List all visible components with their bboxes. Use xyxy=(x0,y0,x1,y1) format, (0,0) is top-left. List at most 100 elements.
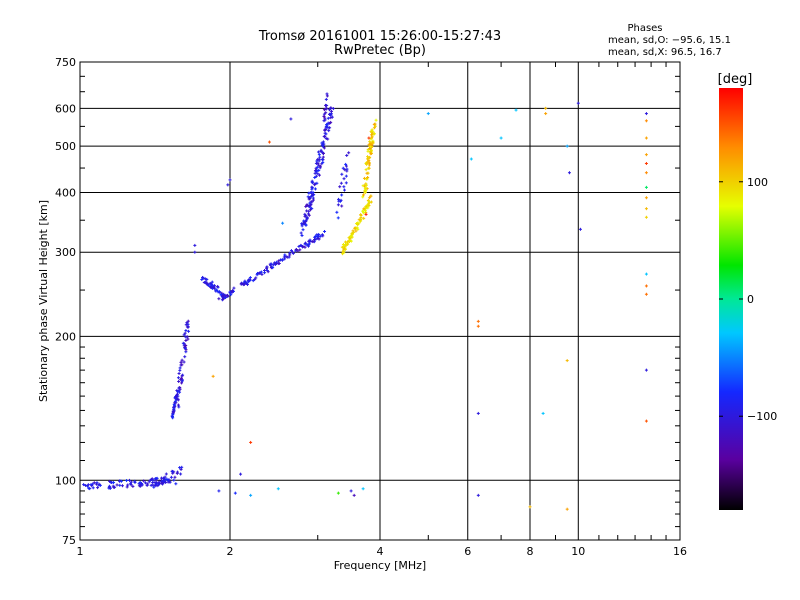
data-point xyxy=(307,191,311,195)
data-point xyxy=(108,486,112,490)
data-point xyxy=(208,282,212,286)
data-point xyxy=(193,250,197,254)
data-point xyxy=(96,486,100,490)
data-point xyxy=(171,469,175,473)
data-point xyxy=(109,480,113,484)
data-point xyxy=(361,184,365,188)
data-point xyxy=(163,475,167,479)
data-point xyxy=(349,239,353,243)
data-point xyxy=(249,440,253,444)
data-point xyxy=(304,219,308,223)
data-point xyxy=(365,162,369,166)
data-point xyxy=(305,203,309,207)
data-point xyxy=(313,187,317,191)
data-point xyxy=(179,467,183,471)
x-axis-ticks: 1 2 4 6 8 10 16 xyxy=(77,62,687,558)
data-point xyxy=(211,374,215,378)
data-point xyxy=(476,411,480,415)
data-point xyxy=(125,485,129,489)
data-point xyxy=(313,183,317,187)
data-point xyxy=(89,483,93,487)
data-point xyxy=(200,278,204,282)
data-point xyxy=(178,466,182,470)
data-point xyxy=(171,409,175,413)
colorbar-label: [deg] xyxy=(718,72,753,87)
data-point xyxy=(369,137,373,141)
data-point xyxy=(339,198,343,202)
y-axis-ticks: 75 100 200 300 400 500 600 750 xyxy=(55,56,680,547)
data-point xyxy=(342,188,346,192)
data-point xyxy=(336,491,340,495)
data-point xyxy=(299,231,303,235)
data-point xyxy=(176,376,180,380)
data-point xyxy=(328,126,332,130)
x-tick-label: 2 xyxy=(227,545,234,558)
data-point xyxy=(308,201,312,205)
data-point xyxy=(317,173,321,177)
data-point xyxy=(328,112,332,116)
data-point xyxy=(331,107,335,111)
data-point xyxy=(322,142,326,146)
data-point xyxy=(341,250,345,254)
data-point xyxy=(297,244,301,248)
data-point xyxy=(345,153,349,157)
data-point xyxy=(356,227,360,231)
data-point xyxy=(315,165,319,169)
data-point xyxy=(368,145,372,149)
data-point xyxy=(269,262,273,266)
data-point xyxy=(342,177,346,181)
data-point xyxy=(329,106,333,110)
y-tick-label: 500 xyxy=(55,140,76,153)
data-point xyxy=(476,319,480,323)
data-point xyxy=(369,194,373,198)
data-point xyxy=(318,164,322,168)
data-point xyxy=(325,123,329,127)
data-point xyxy=(340,245,344,249)
data-point xyxy=(97,483,101,487)
data-point xyxy=(210,283,214,287)
data-point xyxy=(644,136,648,140)
phases-title: Phases xyxy=(627,23,662,34)
data-point xyxy=(185,335,189,339)
data-point xyxy=(363,190,367,194)
data-point xyxy=(178,390,182,394)
data-point xyxy=(314,170,318,174)
data-point xyxy=(120,484,124,488)
data-point xyxy=(308,205,312,209)
data-point xyxy=(322,108,326,112)
data-point xyxy=(324,132,328,136)
data-point xyxy=(310,180,314,184)
data-point xyxy=(228,290,232,294)
data-point xyxy=(348,239,352,243)
data-point xyxy=(315,159,319,163)
data-point xyxy=(233,491,237,495)
data-point xyxy=(251,279,255,283)
data-point xyxy=(322,114,326,118)
data-point xyxy=(179,360,183,364)
data-point xyxy=(215,289,219,293)
y-tick-label: 750 xyxy=(55,56,76,69)
data-point xyxy=(335,210,339,214)
data-point xyxy=(216,284,220,288)
data-point xyxy=(177,372,181,376)
data-point xyxy=(291,250,295,254)
data-point xyxy=(287,255,291,259)
data-point xyxy=(578,227,582,231)
data-point xyxy=(644,215,648,219)
data-point xyxy=(180,358,184,362)
data-point xyxy=(644,207,648,211)
data-point xyxy=(173,475,177,479)
data-point xyxy=(315,181,319,185)
data-point xyxy=(301,245,305,249)
data-point xyxy=(316,172,320,176)
data-point xyxy=(367,161,371,165)
data-point xyxy=(361,195,365,199)
phases-mean-o: mean, sd,O: −95.6, 15.1 xyxy=(608,35,731,46)
data-point xyxy=(180,379,184,383)
data-point xyxy=(118,483,122,487)
data-point xyxy=(228,178,232,182)
data-point xyxy=(576,101,580,105)
data-point xyxy=(349,489,353,493)
data-point xyxy=(367,136,371,140)
data-point xyxy=(283,257,287,261)
